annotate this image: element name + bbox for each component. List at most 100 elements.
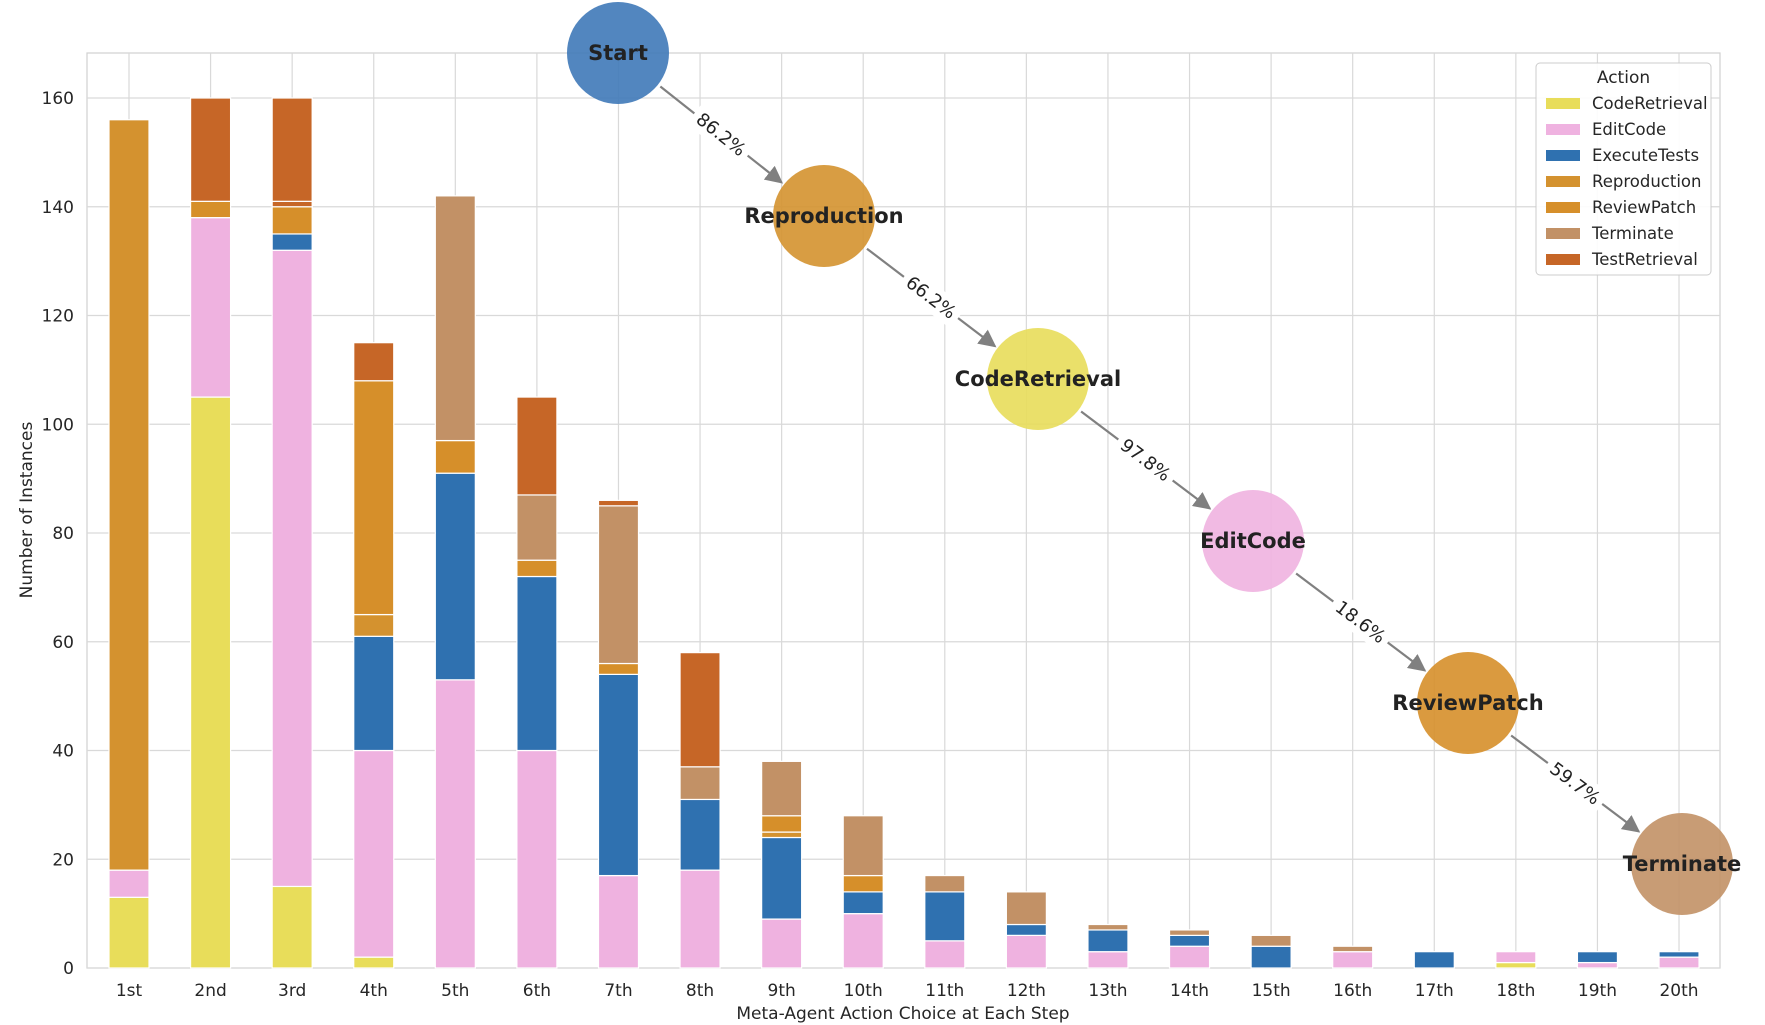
bar-segment-testretrieval-7th (597, 499, 640, 507)
legend-label-testretrieval: TestRetrieval (1591, 250, 1698, 269)
bar-segment-reproduction-9th (761, 831, 803, 839)
y-tick-label: 0 (63, 959, 74, 979)
legend-label-reviewpatch: ReviewPatch (1592, 198, 1696, 217)
flow-edge-label-bg (1325, 591, 1396, 653)
bar-segment-executetests-6th (516, 575, 558, 752)
flow-edge-label-bg (896, 266, 966, 329)
x-tick-label: 16th (1333, 981, 1372, 1001)
legend: Action CodeRetrieval EditCode ExecuteTests R… (1535, 62, 1712, 276)
bar-segment-coderetrieval-4th (353, 956, 395, 969)
bar-segment-editcode-13th (1087, 951, 1129, 969)
bar-segment-editcode-7th (597, 874, 640, 969)
legend-swatch-terminate (1546, 228, 1580, 239)
x-tick-label: 12th (1007, 981, 1046, 1001)
bar-segment-terminate-16th (1332, 945, 1374, 953)
bar-segment-editcode-3rd (271, 249, 313, 888)
legend-title: Action (1597, 68, 1650, 88)
y-tick-label: 100 (42, 415, 74, 435)
x-tick-label: 6th (523, 981, 551, 1001)
flow-node-label-terminate: Terminate (1623, 852, 1742, 876)
x-tick-label: 4th (360, 981, 388, 1001)
bar-segment-executetests-7th (597, 673, 640, 877)
x-tick-label: 20th (1659, 981, 1698, 1001)
y-tick-label: 60 (52, 633, 74, 653)
x-tick-label: 1st (116, 981, 143, 1001)
y-axis-label: Number of Instances (17, 422, 37, 599)
flow-node-start (567, 2, 669, 104)
bar-segment-testretrieval-3rd (271, 200, 313, 208)
bar-segment-testretrieval-8th (679, 652, 721, 768)
bar-segment-executetests-11th (924, 891, 966, 942)
legend-swatch-testretrieval (1546, 254, 1580, 265)
bar-segment-editcode-4th (353, 749, 395, 958)
bar-segment-terminate-12th (1005, 891, 1047, 926)
flow-node-label-reproduction: Reproduction (744, 204, 903, 228)
flow-node-terminate (1631, 813, 1733, 915)
bar-segment-editcode-11th (924, 940, 966, 969)
x-tick-label: 13th (1088, 981, 1127, 1001)
bar-segment-executetests-19th (1576, 951, 1619, 964)
legend-swatch-reviewpatch (1546, 202, 1580, 213)
bar-segment-terminate-5th (434, 195, 476, 442)
bar-segment-editcode-14th (1168, 945, 1211, 969)
bar-segment-executetests-8th (679, 798, 721, 871)
bar-segment-editcode-20th (1658, 956, 1700, 969)
bar-segment-reviewpatch-3rd (271, 206, 313, 235)
flow-node-label-coderetrieval: CodeRetrieval (955, 367, 1121, 391)
bar-segment-executetests-5th (434, 472, 476, 681)
bar-segment-editcode-16th (1332, 951, 1374, 969)
x-tick-label: 5th (441, 981, 469, 1001)
bar-segment-executetests-13th (1087, 929, 1129, 953)
bar-segment-coderetrieval-18th (1495, 961, 1537, 969)
bar-segment-reviewpatch-6th (516, 559, 558, 578)
legend-label-executetests: ExecuteTests (1592, 146, 1699, 165)
legend-label-editcode: EditCode (1592, 120, 1666, 139)
bar-segment-executetests-12th (1005, 923, 1047, 936)
bar-segment-editcode-12th (1005, 934, 1047, 969)
bars (108, 97, 1700, 969)
x-axis-ticks: 1st 2nd 3rd 4th 5th 6th 7th 8th 9th 10th 11th 12th 1… (116, 981, 1699, 1001)
bar-segment-coderetrieval-3rd (271, 885, 313, 969)
bar-segment-editcode-6th (516, 749, 558, 969)
bar-segment-reproduction-4th (353, 613, 395, 637)
bar-segment-editcode-1st (108, 869, 150, 898)
bar-segment-terminate-10th (842, 815, 884, 877)
bar-segment-executetests-9th (761, 836, 803, 920)
flow-edge-label-bg (686, 103, 756, 166)
x-tick-label: 8th (686, 981, 714, 1001)
legend-label-coderetrieval: CodeRetrieval (1592, 94, 1708, 113)
bar-segment-editcode-2nd (189, 217, 232, 398)
bar-segment-executetests-4th (353, 635, 395, 752)
bar-segment-reviewpatch-9th (761, 815, 803, 833)
bar-segment-terminate-7th (597, 505, 640, 665)
bar-segment-editcode-5th (434, 679, 476, 969)
bar-segment-terminate-11th (924, 874, 966, 893)
x-tick-label: 18th (1496, 981, 1535, 1001)
bar-segment-reviewpatch-7th (597, 662, 640, 675)
bar-segment-reproduction-1st (108, 119, 150, 871)
bar-segment-editcode-19th (1576, 961, 1619, 969)
legend-swatch-executetests (1546, 150, 1580, 161)
x-tick-label: 11th (925, 981, 964, 1001)
bar-segment-reviewpatch-10th (842, 874, 884, 893)
bar-segment-reviewpatch-4th (353, 380, 395, 616)
x-tick-label: 15th (1252, 981, 1291, 1001)
legend-label-reproduction: Reproduction (1592, 172, 1701, 191)
legend-frame (1535, 62, 1712, 276)
y-tick-label: 20 (52, 850, 74, 870)
legend-swatch-editcode (1546, 124, 1580, 135)
bar-segment-executetests-3rd (271, 233, 313, 251)
bar-segment-terminate-8th (679, 766, 721, 801)
plot-background (86, 52, 1721, 969)
bar-segment-terminate-14th (1168, 929, 1211, 936)
flow-node-label-start: Start (588, 41, 648, 65)
flow-node-coderetrieval (987, 328, 1089, 430)
bar-segment-testretrieval-top-3rd (271, 97, 313, 202)
y-tick-label: 160 (42, 89, 74, 109)
x-tick-label: 2nd (194, 981, 226, 1001)
bar-segment-terminate-13th (1087, 923, 1129, 931)
x-tick-label: 9th (768, 981, 796, 1001)
bar-segment-executetests-15th (1250, 945, 1292, 969)
flow-node-label-reviewpatch: ReviewPatch (1392, 691, 1543, 715)
